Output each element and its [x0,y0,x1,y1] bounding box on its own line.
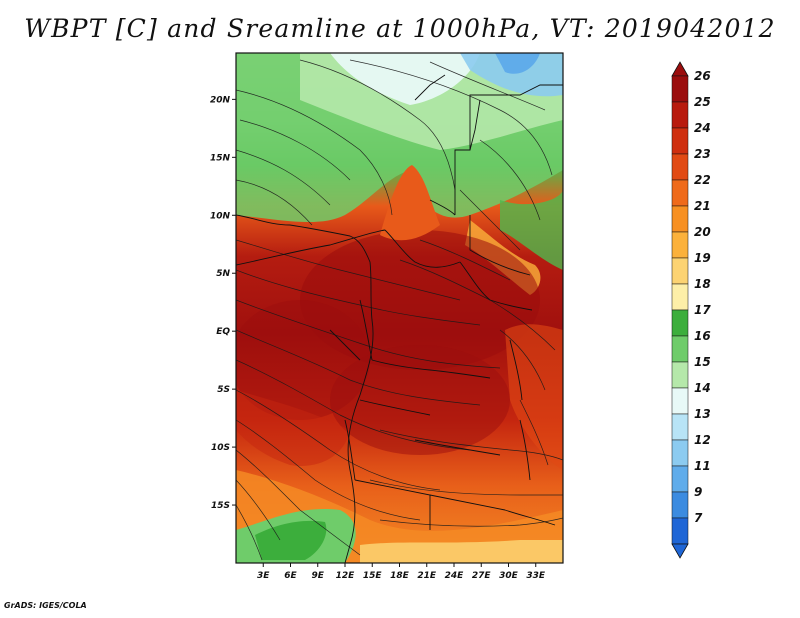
colorbar-label: 21 [694,199,711,213]
colorbar-label: 24 [694,121,711,135]
colorbar-label: 7 [694,511,703,525]
colorbar-label: 16 [694,329,711,343]
colorbar-swatch [671,283,689,311]
colorbar-swatch [671,387,689,415]
colorbar-label: 13 [694,407,711,421]
colorbar-swatch [671,231,689,259]
lat-tick-label: 10S [211,443,230,453]
colorbar-swatch [671,309,689,337]
colorbar-label: 14 [694,381,711,395]
lon-tick-label: 15E [363,571,383,581]
colorbar-swatch [671,127,689,155]
colorbar-swatch [671,153,689,181]
colorbar-label: 11 [694,459,711,473]
lat-tick-label: 15S [211,501,230,511]
colorbar-label: 15 [694,355,711,369]
colorbar: 26 25 24 23 22 21 20 19 18 17 16 15 14 13 12 11 9 7 [671,61,711,559]
colorbar-swatch [671,205,689,233]
coastline [236,214,374,563]
latitude-axis: 20N 15N 10N 5N EQ 5S 10S 15S [210,95,236,511]
lon-tick-label: 33E [526,571,546,581]
colorbar-label: 20 [694,225,711,239]
colorbar-bottom-arrow [671,543,689,559]
colorbar-label: 17 [694,303,711,317]
colorbar-label: 25 [694,95,711,109]
colorbar-swatch [671,439,689,467]
colorbar-label: 22 [694,173,711,187]
lat-tick-label: 20N [210,95,231,105]
longitude-axis: 3E 6E 9E 12E 15E 18E 21E 24E 27E 30E 33E [257,563,546,581]
chart-title: WBPT [C] and Sreamline at 1000hPa, VT: 2… [24,14,776,43]
colorbar-label: 26 [694,69,711,83]
lat-tick-label: 10N [210,211,231,221]
colorbar-label: 12 [694,433,711,447]
lon-tick-label: 24E [445,571,465,581]
colorbar-swatch [671,75,689,103]
lon-tick-label: 18E [390,571,410,581]
lon-tick-label: 3E [257,571,270,581]
lon-tick-label: 6E [284,571,297,581]
lat-tick-label: EQ [216,327,230,337]
colorbar-swatch [671,517,689,545]
wbpt-field [236,53,563,563]
colorbar-label: 9 [694,485,702,499]
colorbar-top-arrow [671,61,689,77]
lat-tick-label: 15N [210,153,231,163]
colorbar-swatch [671,101,689,129]
streamlines [236,59,563,561]
colorbar-swatch [671,179,689,207]
lat-tick-label: 5N [216,269,230,279]
lat-tick-label: 5S [217,385,230,395]
colorbar-label: 18 [694,277,711,291]
colorbar-swatch [671,257,689,285]
colorbar-swatch [671,491,689,519]
lon-tick-label: 27E [472,571,492,581]
lon-tick-label: 9E [312,571,325,581]
colorbar-label: 19 [694,251,711,265]
colorbar-swatch [671,361,689,389]
colorbar-swatch [671,413,689,441]
footer-credit: GrADS: IGES/COLA [4,601,87,610]
colorbar-swatch [671,465,689,493]
map-panel: 20N 15N 10N 5N EQ 5S 10S 15S 3E 6E 9E 12E 15E 18E 21E… [210,52,564,581]
lon-tick-label: 30E [499,571,519,581]
colorbar-label: 23 [694,147,711,161]
lon-tick-label: 21E [417,571,437,581]
colorbar-swatch [671,335,689,363]
lon-tick-label: 12E [336,571,356,581]
